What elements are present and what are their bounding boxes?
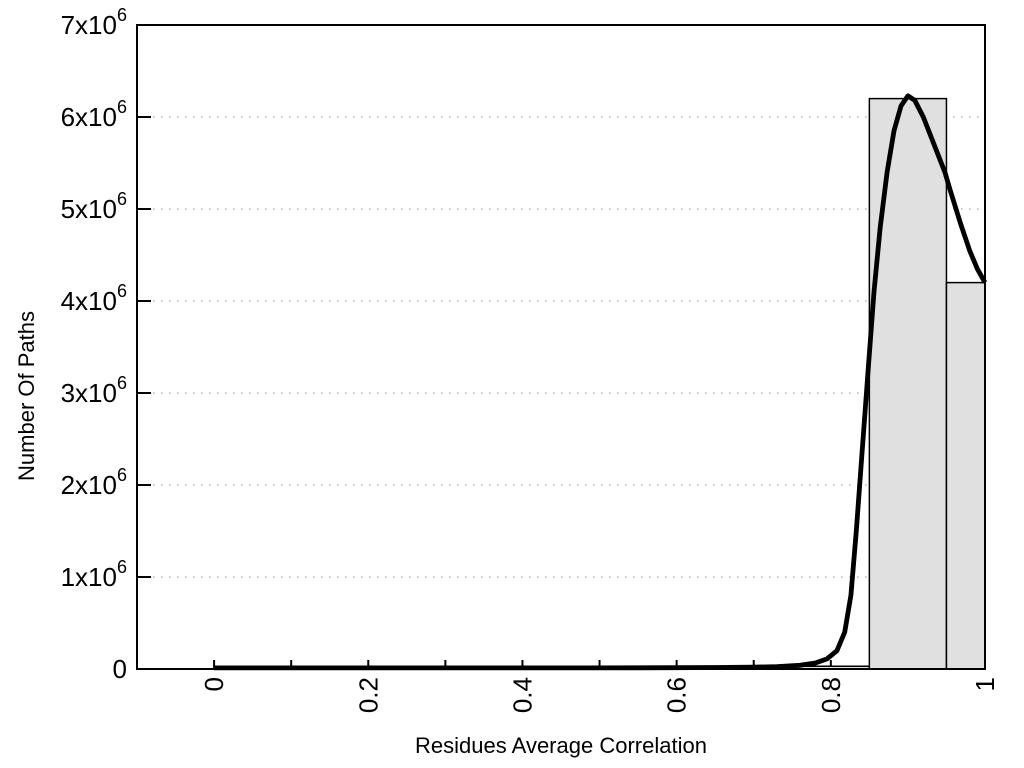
x-tick-label: 0.8 (816, 677, 846, 713)
y-tick-label: 0 (113, 654, 127, 684)
x-tick-label: 0.6 (662, 677, 692, 713)
histogram-bar (945, 281, 986, 670)
y-tick-labels: 0 1x106 2x106 3x106 4x106 5x106 6x106 7x106 (61, 5, 127, 684)
density-curve (214, 93, 988, 671)
gridlines-layer (137, 116, 985, 578)
y-tick-label: 6x106 (61, 97, 127, 132)
x-tick-label: 0 (199, 677, 229, 691)
y-axis-title: Number Of Paths (14, 311, 39, 481)
y-tick-label: 3x106 (61, 373, 127, 408)
y-tick-label: 2x106 (61, 465, 127, 500)
y-tick-label: 4x106 (61, 281, 127, 316)
x-tick-labels: 0 0.2 0.4 0.6 0.8 1 (199, 677, 1000, 713)
histogram-bar (868, 97, 948, 670)
density-curve-layer (214, 93, 988, 671)
histogram-bars-layer (791, 97, 986, 670)
x-axis-title: Residues Average Correlation (415, 733, 707, 758)
y-tick-label: 7x106 (61, 5, 127, 40)
plot-border (136, 24, 986, 670)
y-tick-label: 5x106 (61, 189, 127, 224)
x-tick-label: 0.4 (507, 677, 537, 713)
x-tick-label: 0.2 (353, 677, 383, 713)
x-tick-label: 1 (970, 677, 1000, 691)
tick-marks-layer (137, 24, 986, 669)
y-tick-label: 1x106 (61, 557, 127, 592)
